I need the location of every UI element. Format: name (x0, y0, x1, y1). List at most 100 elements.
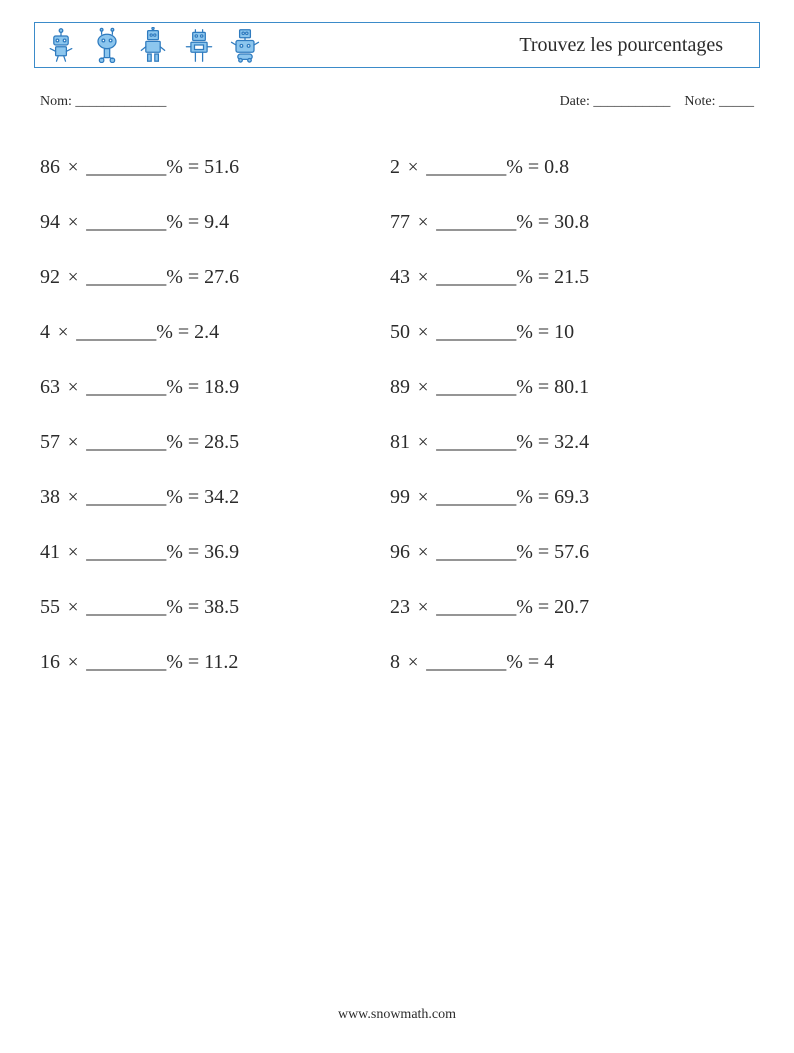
answer-blank: ________ (436, 596, 516, 618)
times-sign: × (60, 267, 86, 288)
percent-sign: % (166, 596, 188, 618)
problem-cell: 63 × ________% = 18.9 (40, 376, 390, 399)
answer-blank: ________ (86, 431, 166, 453)
percent-sign: % (506, 156, 528, 178)
percent-sign: % (506, 651, 528, 673)
answer-blank: ________ (86, 541, 166, 563)
times-sign: × (60, 212, 86, 233)
note-label: Note: (684, 94, 715, 109)
result: 36.9 (204, 541, 239, 563)
problem-cell: 23 × ________% = 20.7 (390, 596, 720, 619)
equals-sign: = (528, 651, 544, 673)
robot-row (43, 23, 263, 67)
result: 20.7 (554, 596, 589, 618)
times-sign: × (410, 542, 436, 563)
answer-blank: ________ (86, 596, 166, 618)
answer-blank: ________ (86, 486, 166, 508)
percent-sign: % (166, 431, 188, 453)
answer-blank: ________ (436, 321, 516, 343)
answer-blank: ________ (86, 266, 166, 288)
percent-sign: % (516, 431, 538, 453)
times-sign: × (400, 157, 426, 178)
answer-blank: ________ (426, 651, 506, 673)
operand: 41 (40, 541, 60, 563)
result: 2.4 (194, 321, 219, 343)
problem-row: 86 × ________% = 51.62 × ________% = 0.8 (40, 140, 720, 195)
name-field: Nom: _____________ (40, 94, 166, 110)
problem-cell: 8 × ________% = 4 (390, 651, 720, 674)
operand: 57 (40, 431, 60, 453)
robot-icon (43, 27, 79, 63)
problem-row: 63 × ________% = 18.989 × ________% = 80… (40, 360, 720, 415)
times-sign: × (60, 432, 86, 453)
result: 57.6 (554, 541, 589, 563)
percent-sign: % (516, 376, 538, 398)
equals-sign: = (538, 266, 554, 288)
operand: 86 (40, 156, 60, 178)
result: 34.2 (204, 486, 239, 508)
operand: 23 (390, 596, 410, 618)
equals-sign: = (188, 486, 204, 508)
problem-cell: 38 × ________% = 34.2 (40, 486, 390, 509)
problem-cell: 57 × ________% = 28.5 (40, 431, 390, 454)
date-blank: ___________ (593, 94, 670, 109)
robot-icon (181, 27, 217, 63)
percent-sign: % (516, 321, 538, 343)
operand: 99 (390, 486, 410, 508)
times-sign: × (410, 597, 436, 618)
times-sign: × (410, 432, 436, 453)
problem-cell: 55 × ________% = 38.5 (40, 596, 390, 619)
percent-sign: % (166, 541, 188, 563)
problem-row: 55 × ________% = 38.523 × ________% = 20… (40, 580, 720, 635)
problem-row: 94 × ________% = 9.477 × ________% = 30.… (40, 195, 720, 250)
percent-sign: % (166, 211, 188, 233)
problem-cell: 16 × ________% = 11.2 (40, 651, 390, 674)
equals-sign: = (188, 431, 204, 453)
answer-blank: ________ (436, 541, 516, 563)
equals-sign: = (188, 266, 204, 288)
equals-sign: = (188, 156, 204, 178)
info-line: Nom: _____________ Date: ___________ Not… (40, 94, 754, 110)
equals-sign: = (538, 376, 554, 398)
percent-sign: % (516, 266, 538, 288)
operand: 2 (390, 156, 400, 178)
times-sign: × (410, 212, 436, 233)
worksheet-title: Trouvez les pourcentages (519, 34, 749, 57)
problem-row: 92 × ________% = 27.643 × ________% = 21… (40, 250, 720, 305)
percent-sign: % (166, 651, 188, 673)
equals-sign: = (188, 376, 204, 398)
result: 28.5 (204, 431, 239, 453)
answer-blank: ________ (86, 211, 166, 233)
robot-icon (89, 27, 125, 63)
result: 10 (554, 321, 574, 343)
operand: 63 (40, 376, 60, 398)
problem-cell: 96 × ________% = 57.6 (390, 541, 720, 564)
problem-cell: 2 × ________% = 0.8 (390, 156, 720, 179)
problem-row: 38 × ________% = 34.299 × ________% = 69… (40, 470, 720, 525)
equals-sign: = (188, 651, 204, 673)
result: 18.9 (204, 376, 239, 398)
operand: 94 (40, 211, 60, 233)
percent-sign: % (166, 266, 188, 288)
equals-sign: = (188, 211, 204, 233)
name-label: Nom: (40, 94, 72, 109)
percent-sign: % (166, 156, 188, 178)
operand: 43 (390, 266, 410, 288)
result: 21.5 (554, 266, 589, 288)
times-sign: × (400, 652, 426, 673)
answer-blank: ________ (86, 651, 166, 673)
problem-row: 57 × ________% = 28.581 × ________% = 32… (40, 415, 720, 470)
result: 9.4 (204, 211, 229, 233)
problem-row: 41 × ________% = 36.9 96 × ________% = 57… (40, 525, 720, 580)
equals-sign: = (528, 156, 544, 178)
result: 38.5 (204, 596, 239, 618)
robot-icon (135, 27, 171, 63)
operand: 50 (390, 321, 410, 343)
equals-sign: = (538, 541, 554, 563)
problem-cell: 94 × ________% = 9.4 (40, 211, 390, 234)
answer-blank: ________ (436, 211, 516, 233)
date-note-group: Date: ___________ Note: _____ (560, 94, 754, 110)
times-sign: × (60, 542, 86, 563)
equals-sign: = (538, 321, 554, 343)
problem-cell: 92 × ________% = 27.6 (40, 266, 390, 289)
